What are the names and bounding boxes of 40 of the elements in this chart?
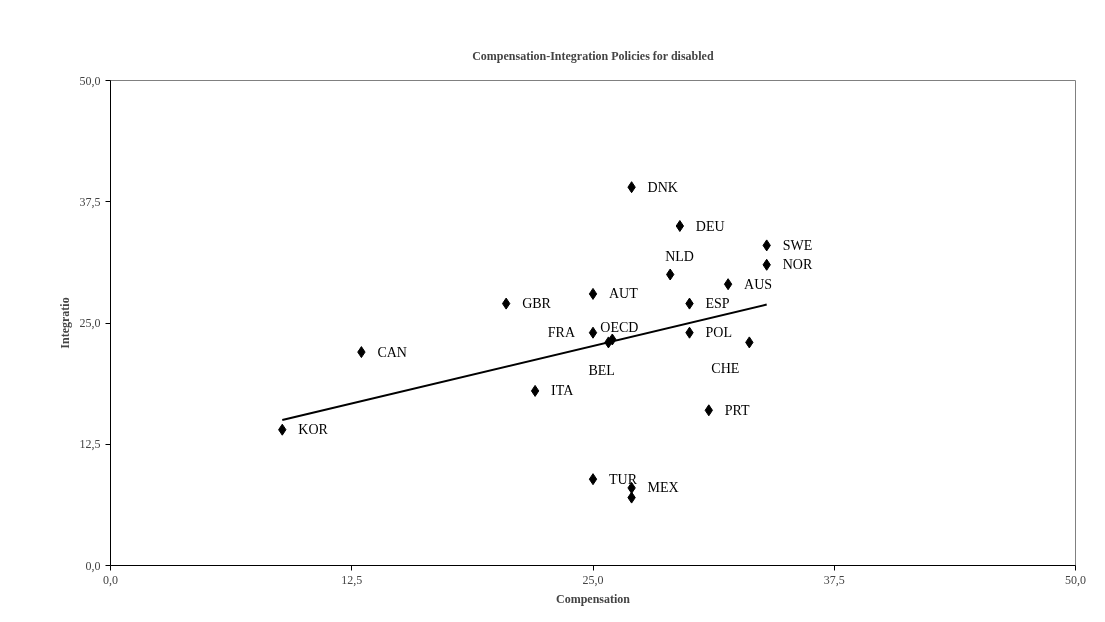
data-label: CAN: [377, 344, 407, 360]
y-tick-label: 12,5: [79, 437, 101, 452]
point: [530, 384, 540, 397]
y-tick-label: 50,0: [79, 73, 101, 88]
data-label: CHE: [711, 360, 740, 376]
y-tick-label: 37,5: [79, 194, 101, 209]
x-tick-label: 25,0: [582, 572, 604, 587]
y-axis-title: Integratio: [57, 297, 72, 349]
x-tick-label: 50,0: [1065, 572, 1086, 587]
point: [723, 278, 733, 291]
chart-title: Compensation-Integration Policies for disabled: [472, 49, 714, 63]
data-label: ITA: [551, 383, 575, 399]
data-label: BEL: [588, 362, 615, 378]
point: [588, 287, 598, 300]
data-label: NOR: [782, 257, 813, 273]
data-label: MEX: [647, 480, 679, 496]
data-label: PRT: [724, 402, 751, 418]
data-label: TUR: [609, 471, 638, 487]
data-label: AUS: [744, 276, 773, 292]
data-label: DNK: [647, 179, 678, 195]
data-label: SWE: [782, 237, 813, 253]
data-label: GBR: [522, 296, 552, 312]
data-label: AUT: [609, 286, 639, 302]
data-label: DEU: [695, 218, 725, 234]
point: [588, 473, 598, 486]
data-label: FRA: [547, 325, 576, 341]
x-tick-label: 37,5: [823, 572, 845, 587]
x-axis-title: Compensation: [556, 591, 631, 606]
point: [501, 297, 511, 310]
point: [588, 326, 598, 339]
y-tick-label: 25,0: [79, 316, 101, 330]
x-tick-label: 0,0: [103, 572, 118, 587]
point: [675, 220, 685, 232]
data-label: ESP: [705, 296, 730, 312]
data-label: NLD: [665, 249, 694, 264]
data-label: POL: [705, 325, 732, 341]
x-tick-label: 12,5: [341, 572, 363, 587]
data-label: KOR: [298, 422, 329, 438]
data-label: OECD: [600, 319, 639, 335]
y-tick-label: 0,0: [85, 558, 101, 573]
